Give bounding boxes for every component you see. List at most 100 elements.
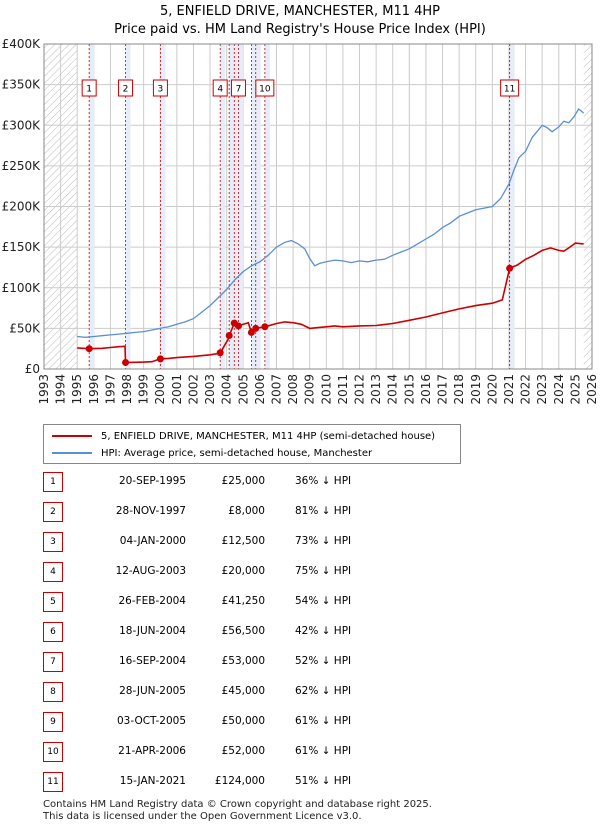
row-hpi: 52% ↓ HPI xyxy=(295,655,352,667)
row-price: £50,000 xyxy=(221,715,265,727)
row-date: 12-AUG-2003 xyxy=(115,565,186,577)
row-number-badge: 3 xyxy=(43,532,63,552)
row-number-badge: 8 xyxy=(43,682,63,702)
table-row: 2 28-NOV-1997 £8,000 81% ↓ HPI xyxy=(43,502,463,522)
x-tick-label: 2021 xyxy=(502,374,516,405)
x-tick-label: 1994 xyxy=(54,374,68,405)
table-row: 4 12-AUG-2003 £20,000 75% ↓ HPI xyxy=(43,562,463,582)
sale-band xyxy=(264,44,270,369)
table-row: 5 26-FEB-2004 £41,250 54% ↓ HPI xyxy=(43,592,463,612)
sale-point xyxy=(252,324,260,332)
row-number-badge: 6 xyxy=(43,622,63,642)
marker-box xyxy=(118,79,134,97)
sale-band xyxy=(234,44,240,369)
marker-box xyxy=(230,79,246,97)
marker-number: 1 xyxy=(86,85,92,95)
x-tick-label: 2004 xyxy=(220,374,234,405)
y-tick-label: £0 xyxy=(25,362,40,376)
marker-number: 7 xyxy=(236,85,242,95)
table-row: 8 28-JUN-2005 £45,000 62% ↓ HPI xyxy=(43,682,463,702)
marker-number: 2 xyxy=(123,85,129,95)
row-number-badge: 10 xyxy=(43,742,63,762)
x-tick-label: 2007 xyxy=(269,374,283,405)
x-tick-label: 2023 xyxy=(535,374,549,405)
y-tick-label: £250K xyxy=(2,159,42,173)
table-row: 1 20-SEP-1995 £25,000 36% ↓ HPI xyxy=(43,472,463,492)
y-tick-label: £300K xyxy=(2,118,42,132)
sale-band xyxy=(251,44,257,369)
sale-band xyxy=(125,44,131,369)
row-date: 16-SEP-2004 xyxy=(118,655,186,667)
table-row: 11 15-JAN-2021 £124,000 51% ↓ HPI xyxy=(43,772,463,792)
sale-point xyxy=(122,359,130,366)
y-tick-label: £200K xyxy=(2,200,42,214)
row-date: 21-APR-2006 xyxy=(118,745,186,757)
x-tick-label: 2015 xyxy=(402,374,416,405)
sale-marker-label: 11 xyxy=(500,79,520,97)
row-date: 04-JAN-2000 xyxy=(119,535,186,547)
row-price: £52,000 xyxy=(221,745,265,757)
legend-label-property: 5, ENFIELD DRIVE, MANCHESTER, M11 4HP (s… xyxy=(101,430,436,442)
row-date: 18-JUN-2004 xyxy=(119,625,186,637)
sale-point xyxy=(216,349,224,357)
row-price: £45,000 xyxy=(221,685,265,697)
x-tick-label: 2009 xyxy=(303,374,317,405)
legend-swatch-hpi xyxy=(52,452,92,454)
x-tick-label: 2013 xyxy=(369,374,383,405)
row-number-badge: 4 xyxy=(43,562,63,582)
sale-band xyxy=(238,44,244,369)
footer-licence: This data is licensed under the Open Gov… xyxy=(43,811,362,822)
y-tick-label: £100K xyxy=(2,281,42,295)
row-hpi: 42% ↓ HPI xyxy=(295,625,352,637)
property-series-line xyxy=(77,242,584,364)
marker-number: 4 xyxy=(217,85,223,95)
legend-item-hpi: HPI: Average price, semi-detached house,… xyxy=(52,445,372,461)
x-tick-label: 2012 xyxy=(353,374,367,405)
marker-box xyxy=(500,79,520,97)
sale-point xyxy=(85,345,93,353)
row-hpi: 73% ↓ HPI xyxy=(295,535,352,547)
y-tick-label: £50K xyxy=(9,321,41,335)
x-tick-label: 2024 xyxy=(552,374,566,405)
marker-box xyxy=(255,79,275,97)
chart-title-block: 5, ENFIELD DRIVE, MANCHESTER, M11 4HP Pr… xyxy=(0,3,600,39)
sale-marker-label: 1 xyxy=(81,79,97,97)
y-tick-label: £350K xyxy=(2,78,42,92)
sale-point xyxy=(261,323,269,331)
x-tick-label: 2014 xyxy=(386,374,400,405)
row-number-badge: 11 xyxy=(43,772,63,792)
row-date: 28-JUN-2005 xyxy=(119,685,186,697)
sale-band xyxy=(220,44,226,369)
table-row: 7 16-SEP-2004 £53,000 52% ↓ HPI xyxy=(43,652,463,672)
x-tick-label: 1999 xyxy=(137,374,151,405)
x-tick-label: 1993 xyxy=(37,374,51,405)
price-chart: 1 2 3 4 7 10 11 £0 £50K £100K £150K £200K £250K £300… xyxy=(2,37,599,405)
row-date: 20-SEP-1995 xyxy=(118,475,186,487)
row-number-badge: 1 xyxy=(43,472,63,492)
row-date: 26-FEB-2004 xyxy=(118,595,186,607)
chart-title: 5, ENFIELD DRIVE, MANCHESTER, M11 4HP xyxy=(159,4,440,19)
sale-band xyxy=(229,44,235,369)
row-hpi: 51% ↓ HPI xyxy=(295,775,352,787)
marker-box xyxy=(152,79,168,97)
plot-frame xyxy=(43,43,593,370)
x-tick-label: 2017 xyxy=(436,374,450,405)
row-number-badge: 7 xyxy=(43,652,63,672)
footer-copyright: Contains HM Land Registry data © Crown c… xyxy=(43,799,432,810)
row-date: 15-JAN-2021 xyxy=(119,775,186,787)
x-tick-label: 1998 xyxy=(120,374,134,405)
row-hpi: 36% ↓ HPI xyxy=(295,475,352,487)
sale-marker-label: 7 xyxy=(230,79,246,97)
table-row: 9 03-OCT-2005 £50,000 61% ↓ HPI xyxy=(43,712,463,732)
footer: Contains HM Land Registry data © Crown c… xyxy=(43,799,432,823)
marker-box xyxy=(81,79,97,97)
legend-swatch-property xyxy=(52,435,92,437)
x-tick-label: 1996 xyxy=(87,374,101,405)
sale-band xyxy=(160,44,166,369)
marker-number: 11 xyxy=(504,85,515,95)
hpi-series-line xyxy=(77,108,585,338)
sale-point xyxy=(156,355,164,363)
marker-number: 10 xyxy=(259,85,271,95)
table-row: 3 04-JAN-2000 £12,500 73% ↓ HPI xyxy=(43,532,463,552)
x-tick-label: 2008 xyxy=(286,374,300,405)
